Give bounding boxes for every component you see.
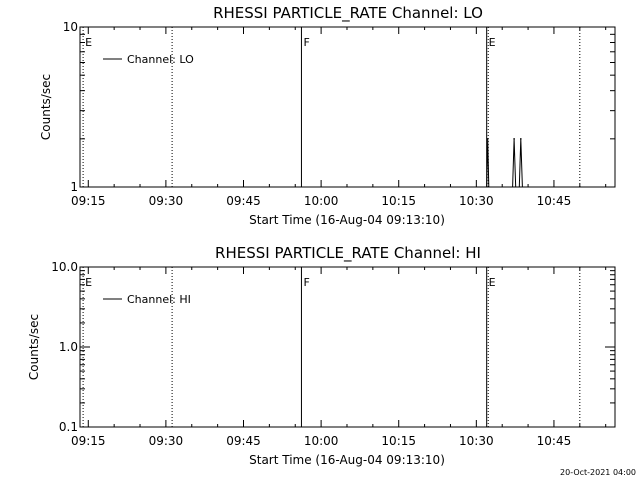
hi-y-tick-label: 0.1: [59, 420, 78, 434]
lo-marker-label: E: [85, 36, 92, 49]
hi-y-axis-label: Counts/sec: [27, 314, 41, 380]
lo-x-tick-label: 10:30: [459, 194, 494, 208]
hi-marker-label: F: [303, 276, 309, 289]
hi-y-tick-label: 10.0: [51, 260, 78, 274]
lo-series-line: [486, 138, 523, 188]
lo-y-tick-label: 10: [63, 20, 78, 34]
lo-series: [486, 138, 523, 188]
footer-timestamp: 20-Oct-2021 04:00: [560, 468, 636, 477]
hi-legend: Channel: HI: [103, 293, 191, 306]
lo-ticks: 09:15 09:30 09:45 10:00 10:15 10:30 10:45 1 10: [63, 20, 615, 208]
lo-data-point: [486, 138, 489, 140]
lo-marker-label: F: [303, 36, 309, 49]
hi-x-axis-label: Start Time (16-Aug-04 09:13:10): [249, 453, 445, 467]
lo-y-tick-label: 1: [70, 180, 78, 194]
hi-marker-label: E: [85, 276, 92, 289]
hi-x-tick-label: 09:45: [226, 434, 261, 448]
lo-x-tick-label: 10:00: [304, 194, 339, 208]
hi-x-tick-label: 09:15: [71, 434, 106, 448]
hi-plot-frame: [79, 266, 616, 428]
lo-legend-label: Channel: LO: [127, 53, 194, 66]
lo-x-axis-label: Start Time (16-Aug-04 09:13:10): [249, 213, 445, 227]
hi-ticks: 09:15 09:30 09:45 10:00 10:15 10:30 10:45 0.1 1.…: [51, 260, 615, 448]
hi-x-tick-label: 09:30: [149, 434, 184, 448]
lo-chart-title: RHESSI PARTICLE_RATE Channel: LO: [213, 4, 483, 23]
hi-x-tick-label: 10:15: [381, 434, 416, 448]
lo-channel-panel: RHESSI PARTICLE_RATE Channel: LO Counts/…: [39, 4, 616, 227]
lo-y-axis-label: Counts/sec: [39, 74, 53, 140]
lo-plot-frame: [79, 26, 616, 188]
lo-legend: Channel: LO: [103, 53, 194, 66]
hi-x-tick-label: 10:30: [459, 434, 494, 448]
lo-data-point: [513, 138, 515, 140]
hi-marker-label: E: [489, 276, 496, 289]
lo-marker-label: E: [489, 36, 496, 49]
hi-chart-title: RHESSI PARTICLE_RATE Channel: HI: [215, 244, 481, 263]
hi-x-tick-label: 10:45: [537, 434, 572, 448]
hi-channel-panel: RHESSI PARTICLE_RATE Channel: HI Counts/…: [27, 244, 616, 467]
hi-legend-label: Channel: HI: [127, 293, 191, 306]
lo-x-tick-label: 09:30: [149, 194, 184, 208]
hi-x-tick-label: 10:00: [304, 434, 339, 448]
hi-y-tick-label: 1.0: [59, 340, 78, 354]
lo-x-tick-label: 10:15: [381, 194, 416, 208]
lo-data-point: [520, 138, 522, 140]
lo-x-tick-label: 10:45: [537, 194, 572, 208]
lo-x-tick-label: 09:45: [226, 194, 261, 208]
lo-x-tick-label: 09:15: [71, 194, 106, 208]
